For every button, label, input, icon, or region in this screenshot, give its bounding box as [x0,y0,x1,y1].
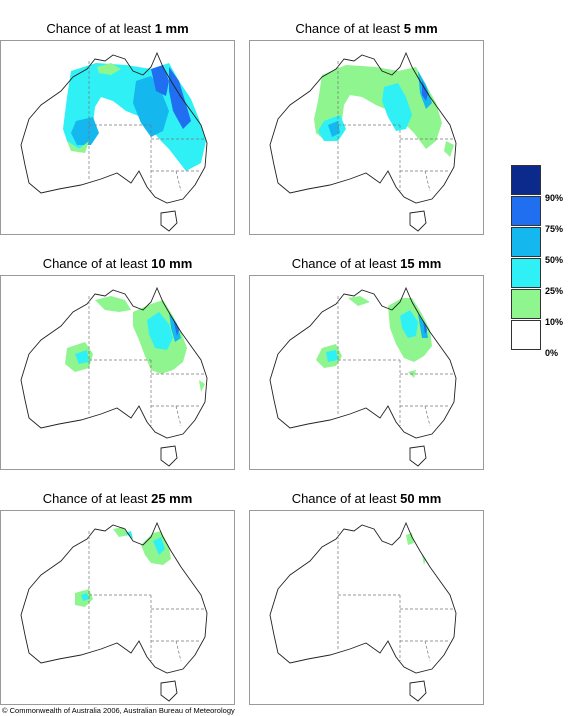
tasmania-outline [160,445,178,467]
map-panel-5mm [249,40,484,235]
state-borders [88,296,206,427]
australia-outline [20,521,208,674]
panel-title-10mm: Chance of at least 10 mm [42,256,193,271]
tasmania-outline [160,210,178,232]
legend-swatch-50 [511,227,541,257]
map-panel-15mm [249,275,484,470]
legend-swatch-90 [511,165,541,195]
legend-label-10: 10% [545,317,564,327]
state-borders [88,531,206,662]
australia-outline [269,521,457,674]
map-panel-1mm [0,40,235,235]
rain-probability-areas [314,65,454,157]
panel-title-5mm: Chance of at least 5 mm [295,21,438,36]
legend-label-50: 50% [545,255,564,265]
state-borders [337,61,455,192]
copyright-notice: © Commonwealth of Australia 2006, Austra… [2,706,235,715]
australia-map-10mm [20,286,208,467]
australia-outline [20,286,208,439]
legend-swatch-25 [511,258,541,288]
tasmania-outline [409,445,427,467]
state-borders [88,61,206,192]
rain-probability-areas [316,296,432,378]
tasmania-outline [160,680,178,702]
panel-title-25mm: Chance of at least 25 mm [42,491,193,506]
panel-title-1mm: Chance of at least 1 mm [46,21,189,36]
australia-map-50mm [269,521,457,702]
legend-swatch-75 [511,196,541,226]
map-panel-50mm [249,510,484,705]
map-panel-10mm [0,275,235,470]
state-borders [337,296,455,427]
rain-probability-areas [406,533,426,565]
panel-title-15mm: Chance of at least 15 mm [291,256,442,271]
australia-map-15mm [269,286,457,467]
state-borders [337,531,455,662]
tasmania-outline [409,680,427,702]
legend-label-25: 25% [545,286,564,296]
legend-label-0: 0% [545,348,559,358]
australia-outline [269,51,457,204]
legend-label-90: 90% [545,193,564,203]
tasmania-outline [409,210,427,232]
australia-outline [20,51,208,204]
rain-probability-areas [63,63,206,171]
australia-map-1mm [20,51,208,232]
panel-title-50mm: Chance of at least 50 mm [291,491,442,506]
australia-outline [269,286,457,439]
map-panel-25mm [0,510,235,705]
legend-swatch-0 [511,320,541,350]
rain-probability-areas [65,296,205,392]
australia-map-5mm [269,51,457,232]
legend-swatch-10 [511,289,541,319]
legend-label-75: 75% [545,224,564,234]
australia-map-25mm [20,521,208,702]
